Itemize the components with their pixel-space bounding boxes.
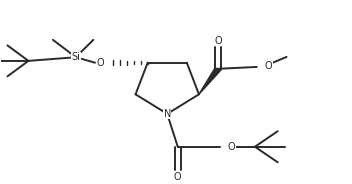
Text: O: O [227,142,235,152]
Text: O: O [264,61,272,71]
Text: Si: Si [71,52,80,62]
Text: O: O [96,58,104,68]
Text: N: N [164,109,171,119]
Text: O: O [174,172,182,182]
Text: O: O [214,36,222,46]
Polygon shape [199,68,221,94]
